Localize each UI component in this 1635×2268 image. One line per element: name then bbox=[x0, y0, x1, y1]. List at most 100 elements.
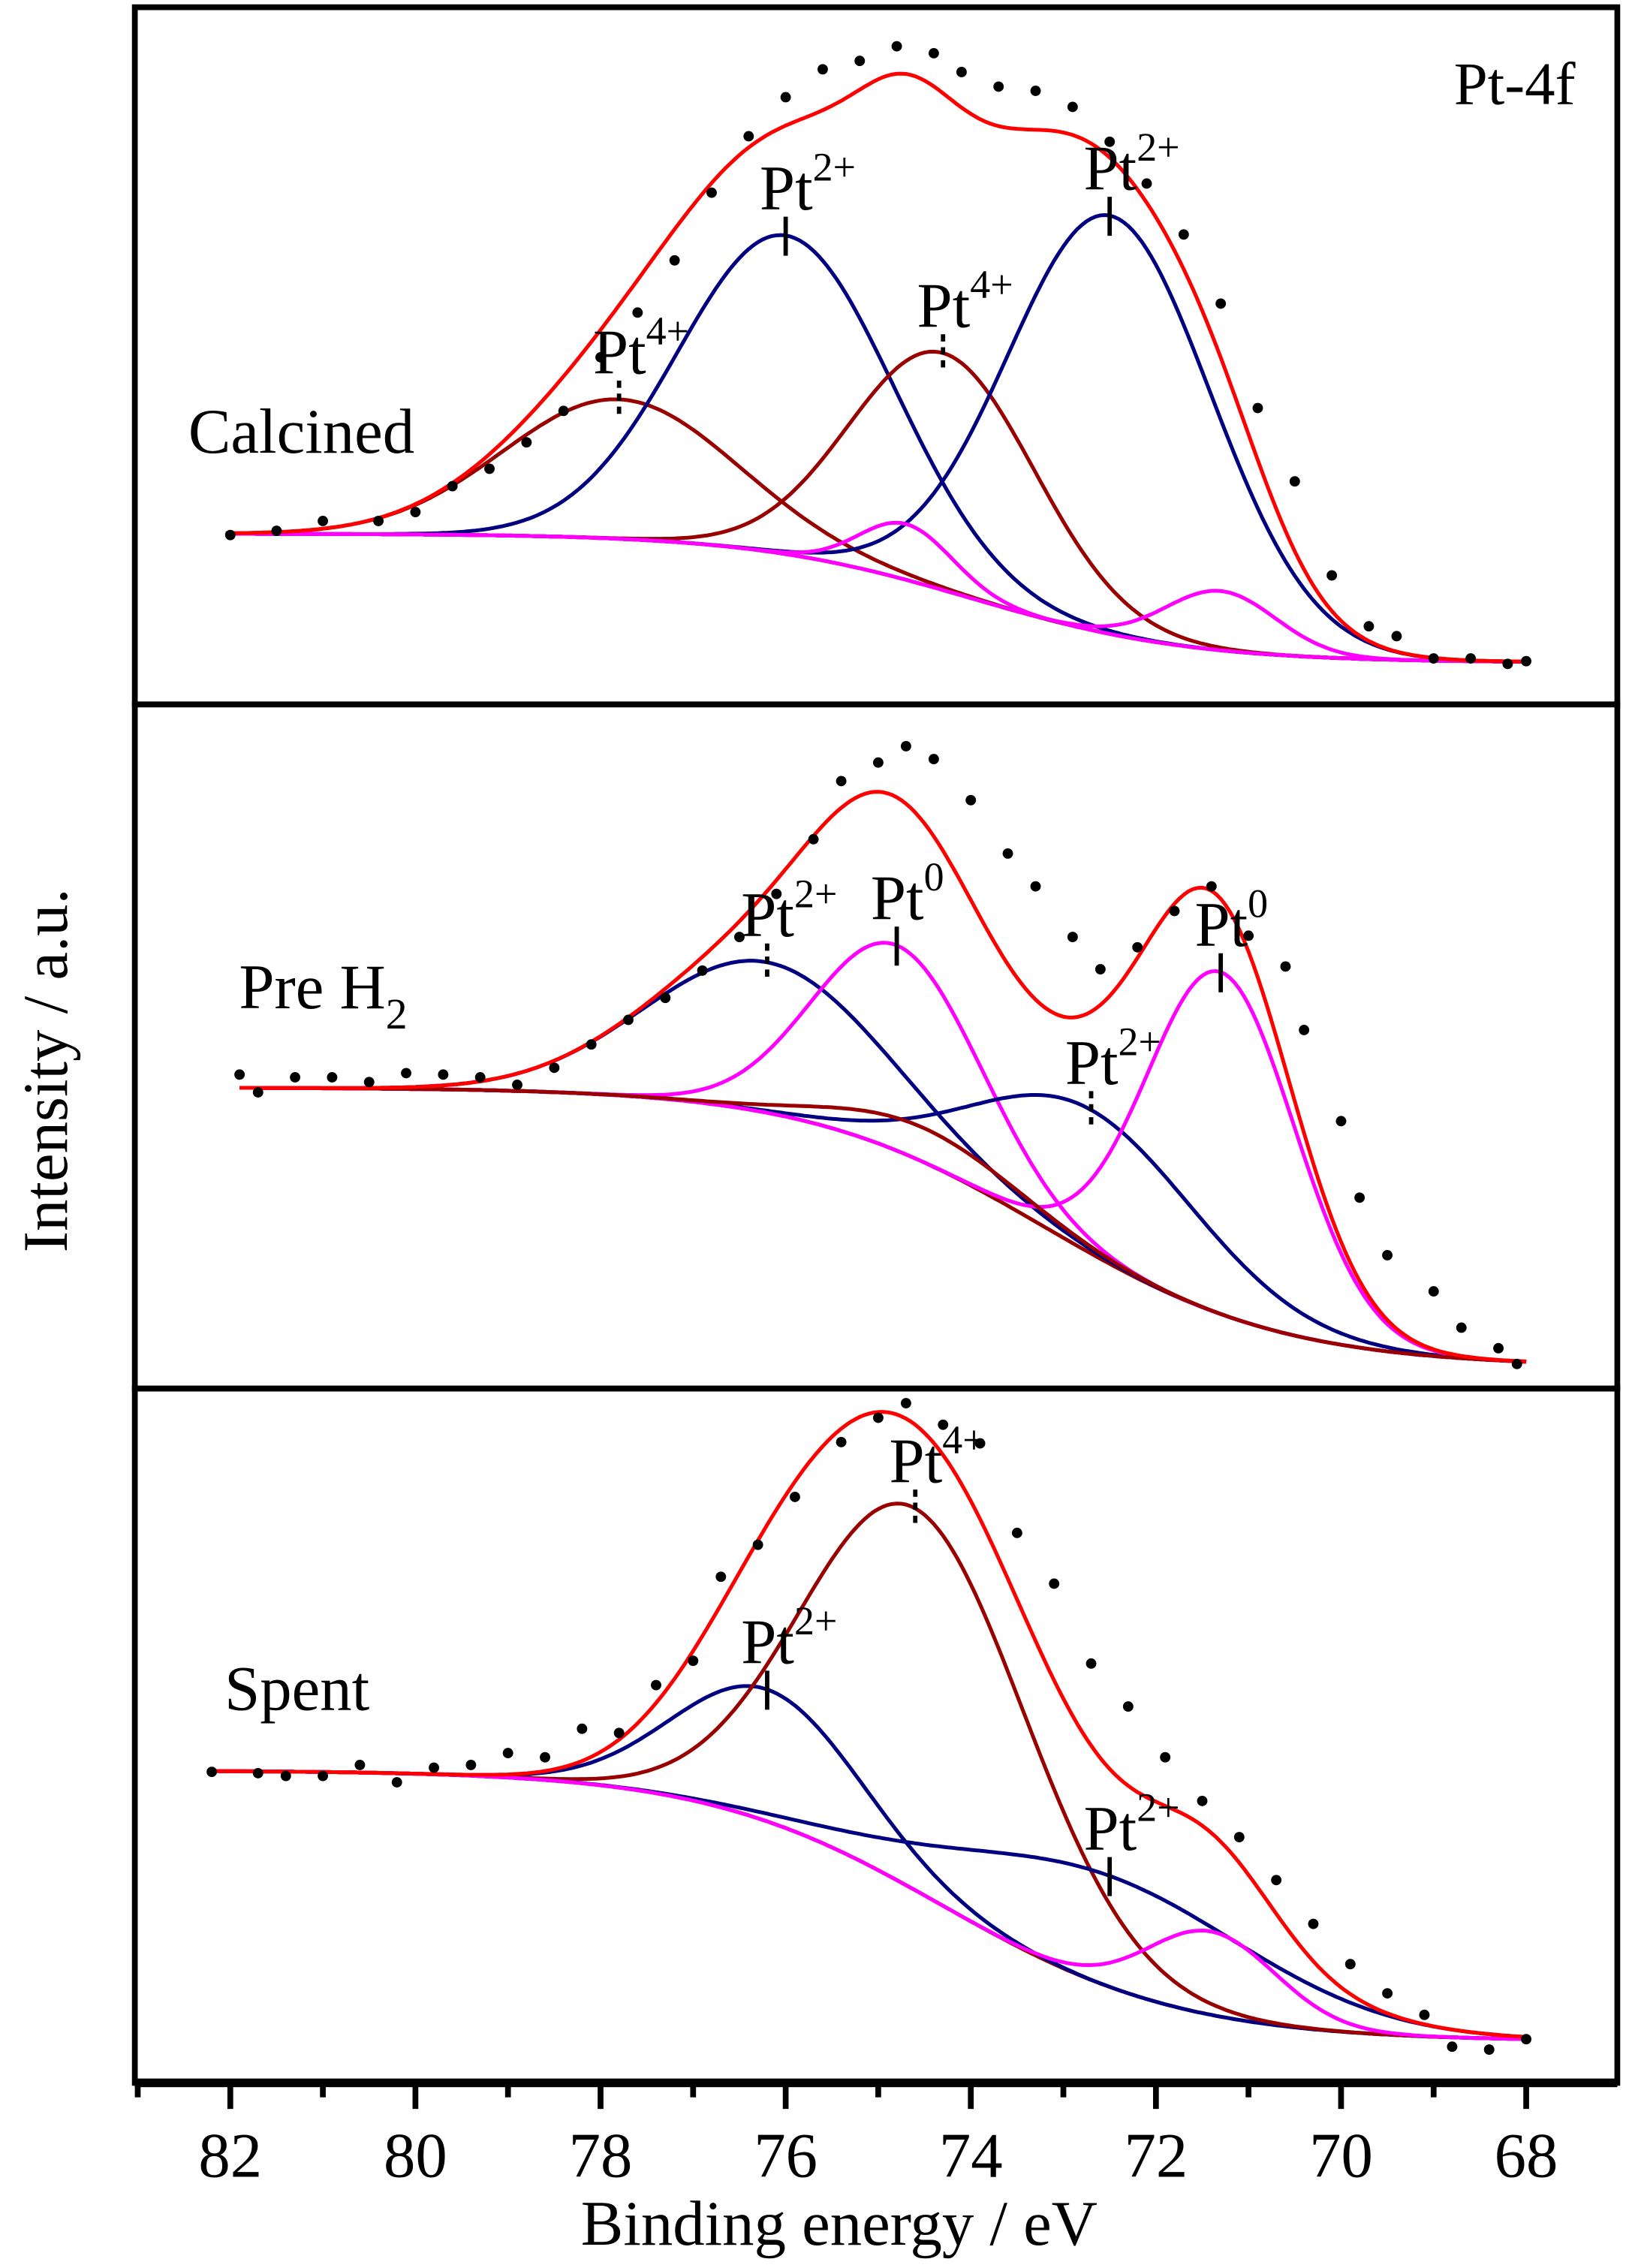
x-tick-label: 76 bbox=[754, 2121, 818, 2191]
x-tick-label: 68 bbox=[1495, 2121, 1558, 2191]
data-point bbox=[438, 1069, 449, 1080]
data-point bbox=[688, 1655, 699, 1667]
data-point bbox=[715, 1571, 727, 1583]
data-point bbox=[974, 1438, 986, 1449]
sample-label-subscript: 2 bbox=[386, 990, 408, 1038]
data-point bbox=[410, 507, 421, 517]
component-pt0-line bbox=[239, 969, 1527, 1364]
data-point bbox=[1271, 1875, 1282, 1886]
data-point bbox=[1243, 930, 1254, 941]
data-point bbox=[1465, 653, 1477, 664]
x-tick-label: 72 bbox=[1124, 2121, 1188, 2191]
data-point bbox=[252, 1767, 263, 1779]
data-point bbox=[429, 1762, 439, 1773]
component-pt2plus-line bbox=[212, 1684, 1527, 2041]
data-point bbox=[1095, 964, 1106, 974]
data-point bbox=[1344, 1959, 1356, 1970]
x-axis: 82 80 78 76 74 72 70 68 bbox=[134, 2078, 1618, 2191]
data-point bbox=[474, 1072, 486, 1083]
data-point bbox=[1483, 2044, 1495, 2056]
data-point bbox=[1252, 402, 1263, 414]
data-point bbox=[1011, 1527, 1022, 1538]
data-point bbox=[318, 516, 329, 526]
data-point bbox=[512, 1080, 522, 1090]
data-point bbox=[1308, 1918, 1319, 1929]
component-pt2plus-line bbox=[225, 233, 1527, 664]
data-point bbox=[752, 1539, 763, 1550]
data-point bbox=[1354, 1192, 1366, 1203]
data-point bbox=[1049, 1578, 1060, 1589]
data-point bbox=[1141, 178, 1152, 189]
data-point bbox=[818, 64, 828, 75]
data-point bbox=[1289, 476, 1300, 487]
data-point bbox=[1132, 941, 1143, 953]
data-point bbox=[1104, 136, 1116, 147]
peak-label: Pt2+ bbox=[760, 144, 856, 224]
component-pt0-line bbox=[212, 1769, 1527, 2041]
data-point bbox=[1502, 658, 1513, 670]
x-tick-label: 80 bbox=[384, 2121, 447, 2191]
component-pt2plus-line bbox=[225, 212, 1527, 664]
data-point bbox=[465, 1759, 477, 1770]
x-tick-label: 82 bbox=[198, 2121, 262, 2191]
data-point bbox=[872, 757, 884, 768]
data-point bbox=[1085, 1658, 1097, 1669]
envelope-fit-line bbox=[239, 790, 1527, 1364]
peak-label-superscript: 2+ bbox=[1137, 125, 1179, 170]
data-point bbox=[1521, 2034, 1531, 2045]
data-point bbox=[956, 67, 967, 77]
data-point bbox=[391, 1777, 402, 1788]
data-point bbox=[1382, 1988, 1393, 1999]
sample-label: Pre H2 bbox=[239, 952, 407, 1038]
peak-label-text: Pt bbox=[917, 271, 971, 342]
y-axis-label: Intensity / a.u. bbox=[11, 888, 81, 1252]
corner-label: Pt-4f bbox=[1454, 50, 1576, 118]
peak-label-text: Pt bbox=[1065, 1028, 1119, 1098]
data-point bbox=[1197, 1795, 1208, 1806]
data-point bbox=[1215, 298, 1227, 309]
data-point bbox=[484, 463, 495, 474]
sample-label-text: Calcined bbox=[188, 396, 414, 467]
peak-label-text: Pt bbox=[1084, 1794, 1137, 1864]
data-point bbox=[363, 1077, 375, 1088]
data-point bbox=[1169, 905, 1180, 917]
data-point bbox=[1030, 881, 1041, 892]
data-point bbox=[1206, 881, 1217, 892]
data-point bbox=[577, 1723, 588, 1734]
data-point bbox=[1326, 570, 1338, 581]
data-point bbox=[1447, 2041, 1458, 2053]
data-point bbox=[1002, 848, 1013, 859]
peak-label-superscript: 4+ bbox=[942, 1417, 985, 1462]
data-point bbox=[1067, 932, 1078, 943]
peak-label-superscript: 2+ bbox=[813, 144, 856, 189]
peak-label-text: Pt bbox=[741, 880, 794, 950]
component-pt4plus-line bbox=[212, 1501, 1527, 2041]
data-point bbox=[928, 47, 939, 59]
data-point bbox=[836, 776, 847, 787]
data-point bbox=[891, 41, 902, 52]
data-point bbox=[771, 888, 782, 899]
sample-label-text: Pre H bbox=[239, 952, 385, 1023]
data-point bbox=[280, 1770, 291, 1782]
data-point bbox=[632, 307, 643, 318]
data-point bbox=[836, 1436, 847, 1447]
data-point bbox=[1511, 1358, 1522, 1369]
peak-label-text: Pt bbox=[1194, 890, 1248, 960]
data-point bbox=[1030, 86, 1041, 96]
data-point bbox=[327, 1072, 338, 1083]
data-point bbox=[743, 131, 754, 142]
peak-label-superscript: 2+ bbox=[1119, 1019, 1161, 1064]
data-point bbox=[900, 1398, 911, 1408]
peak-label: Pt4+ bbox=[593, 309, 689, 388]
data-point bbox=[854, 56, 866, 67]
panel-frame bbox=[131, 701, 1621, 1392]
data-point bbox=[780, 92, 791, 103]
data-point bbox=[373, 516, 384, 526]
data-point bbox=[651, 1679, 661, 1691]
peak-label: Pt4+ bbox=[890, 1417, 986, 1497]
data-point bbox=[808, 833, 819, 845]
data-point bbox=[558, 405, 569, 417]
data-point bbox=[595, 351, 606, 363]
